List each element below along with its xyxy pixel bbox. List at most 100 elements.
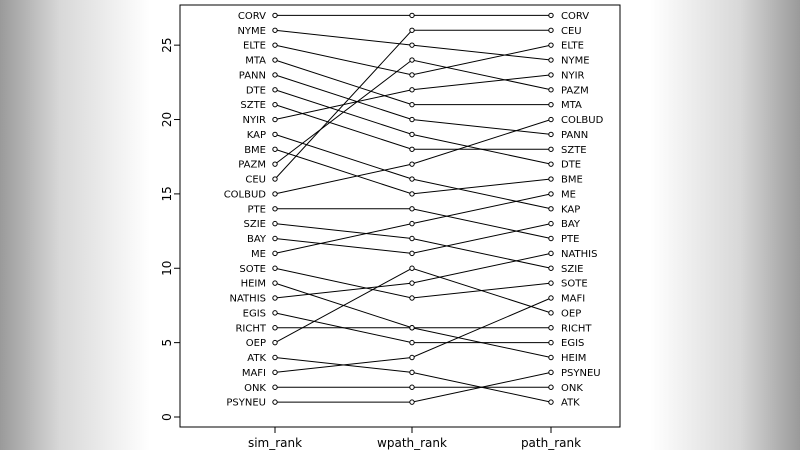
x-axis: sim_rank wpath_rank path_rank	[248, 426, 581, 450]
point-mafi	[272, 369, 278, 376]
point-nyme	[272, 27, 278, 33]
point-egis	[409, 339, 415, 346]
point-oep	[272, 339, 278, 346]
x-tick-label: wpath_rank	[377, 436, 447, 450]
point-richt	[409, 325, 415, 331]
label-left-mafi: MAFI	[242, 368, 266, 379]
point-pazm	[272, 161, 278, 167]
point-egis	[272, 310, 278, 316]
point-dte	[272, 87, 278, 93]
point-psyneu	[272, 399, 278, 405]
label-left-ceu: CEU	[245, 175, 266, 186]
label-right-bme: BME	[561, 175, 583, 186]
point-nathis	[409, 280, 415, 286]
x-tick-label: path_rank	[521, 436, 581, 450]
point-elte	[409, 72, 415, 78]
label-left-szte: SZTE	[240, 100, 266, 111]
point-szie	[548, 265, 554, 271]
point-heim	[548, 354, 554, 361]
label-right-oep: OEP	[561, 308, 581, 319]
label-right-psyneu: PSYNEU	[561, 368, 601, 379]
label-right-onk: ONK	[561, 383, 583, 394]
label-right-corv: CORV	[561, 11, 589, 22]
point-bay	[272, 235, 278, 242]
point-nathis	[272, 295, 278, 301]
y-tick-label: 5	[160, 339, 174, 347]
label-left-bay: BAY	[247, 234, 267, 245]
point-onk	[272, 384, 278, 390]
point-atk	[409, 369, 415, 376]
point-nyme	[548, 57, 554, 63]
point-bme	[272, 146, 278, 152]
point-szie	[409, 235, 415, 242]
point-sote	[409, 295, 415, 301]
point-mta	[409, 101, 415, 108]
label-left-onk: ONK	[244, 383, 266, 394]
y-tick-label: 15	[160, 186, 174, 201]
point-oep	[409, 265, 415, 271]
point-psyneu	[548, 369, 554, 376]
label-right-szte: SZTE	[561, 145, 587, 156]
label-right-egis: EGIS	[561, 338, 584, 349]
point-colbud	[409, 161, 415, 167]
point-oep	[548, 310, 554, 316]
point-ceu	[272, 176, 278, 182]
point-pazm	[409, 57, 415, 63]
point-egis	[548, 339, 554, 346]
point-elte	[272, 42, 278, 48]
point-psyneu	[409, 399, 415, 405]
point-mafi	[409, 354, 415, 361]
label-left-elte: ELTE	[243, 41, 266, 52]
point-nathis	[548, 250, 554, 257]
label-left-szie: SZIE	[244, 219, 266, 230]
point-sote	[548, 280, 554, 286]
label-right-heim: HEIM	[561, 353, 586, 364]
point-pte	[548, 235, 554, 242]
label-left-atk: ATK	[247, 353, 266, 364]
point-bay	[548, 220, 554, 227]
point-szte	[409, 146, 415, 152]
point-pazm	[548, 87, 554, 93]
y-tick-label: 25	[160, 38, 174, 53]
point-pann	[409, 116, 415, 123]
label-right-elte: ELTE	[561, 41, 584, 52]
label-left-nathis: NATHIS	[230, 294, 266, 305]
label-right-atk: ATK	[561, 398, 580, 409]
label-left-kap: KAP	[247, 130, 266, 141]
point-pte	[409, 206, 415, 212]
label-left-oep: OEP	[246, 338, 266, 349]
label-right-sote: SOTE	[561, 279, 588, 290]
point-mta	[272, 57, 278, 63]
point-mafi	[548, 295, 554, 301]
point-onk	[409, 384, 415, 390]
point-nyir	[272, 116, 278, 123]
label-left-sote: SOTE	[239, 264, 266, 275]
label-right-bay: BAY	[561, 219, 581, 230]
plot-area	[179, 4, 621, 428]
point-mta	[548, 101, 554, 108]
label-right-richt: RICHT	[561, 323, 592, 334]
label-left-pann: PANN	[239, 70, 266, 81]
label-right-dte: DTE	[561, 160, 581, 171]
point-szie	[272, 220, 278, 227]
label-right-nathis: NATHIS	[561, 249, 597, 260]
point-ceu	[409, 27, 415, 33]
point-nyme	[409, 42, 415, 48]
label-right-mta: MTA	[561, 100, 582, 111]
label-right-mafi: MAFI	[561, 294, 585, 305]
point-bme	[409, 191, 415, 197]
label-left-heim: HEIM	[241, 279, 266, 290]
label-right-kap: KAP	[561, 204, 580, 215]
point-richt	[272, 325, 278, 331]
point-bay	[409, 250, 415, 257]
point-pann	[272, 72, 278, 78]
label-left-pazm: PAZM	[238, 160, 266, 171]
point-me	[272, 250, 278, 257]
x-tick-label: sim_rank	[248, 436, 302, 450]
label-right-colbud: COLBUD	[561, 115, 604, 126]
label-left-dte: DTE	[246, 85, 266, 96]
point-bme	[548, 176, 554, 182]
label-left-corv: CORV	[238, 11, 266, 22]
label-left-richt: RICHT	[235, 323, 266, 334]
